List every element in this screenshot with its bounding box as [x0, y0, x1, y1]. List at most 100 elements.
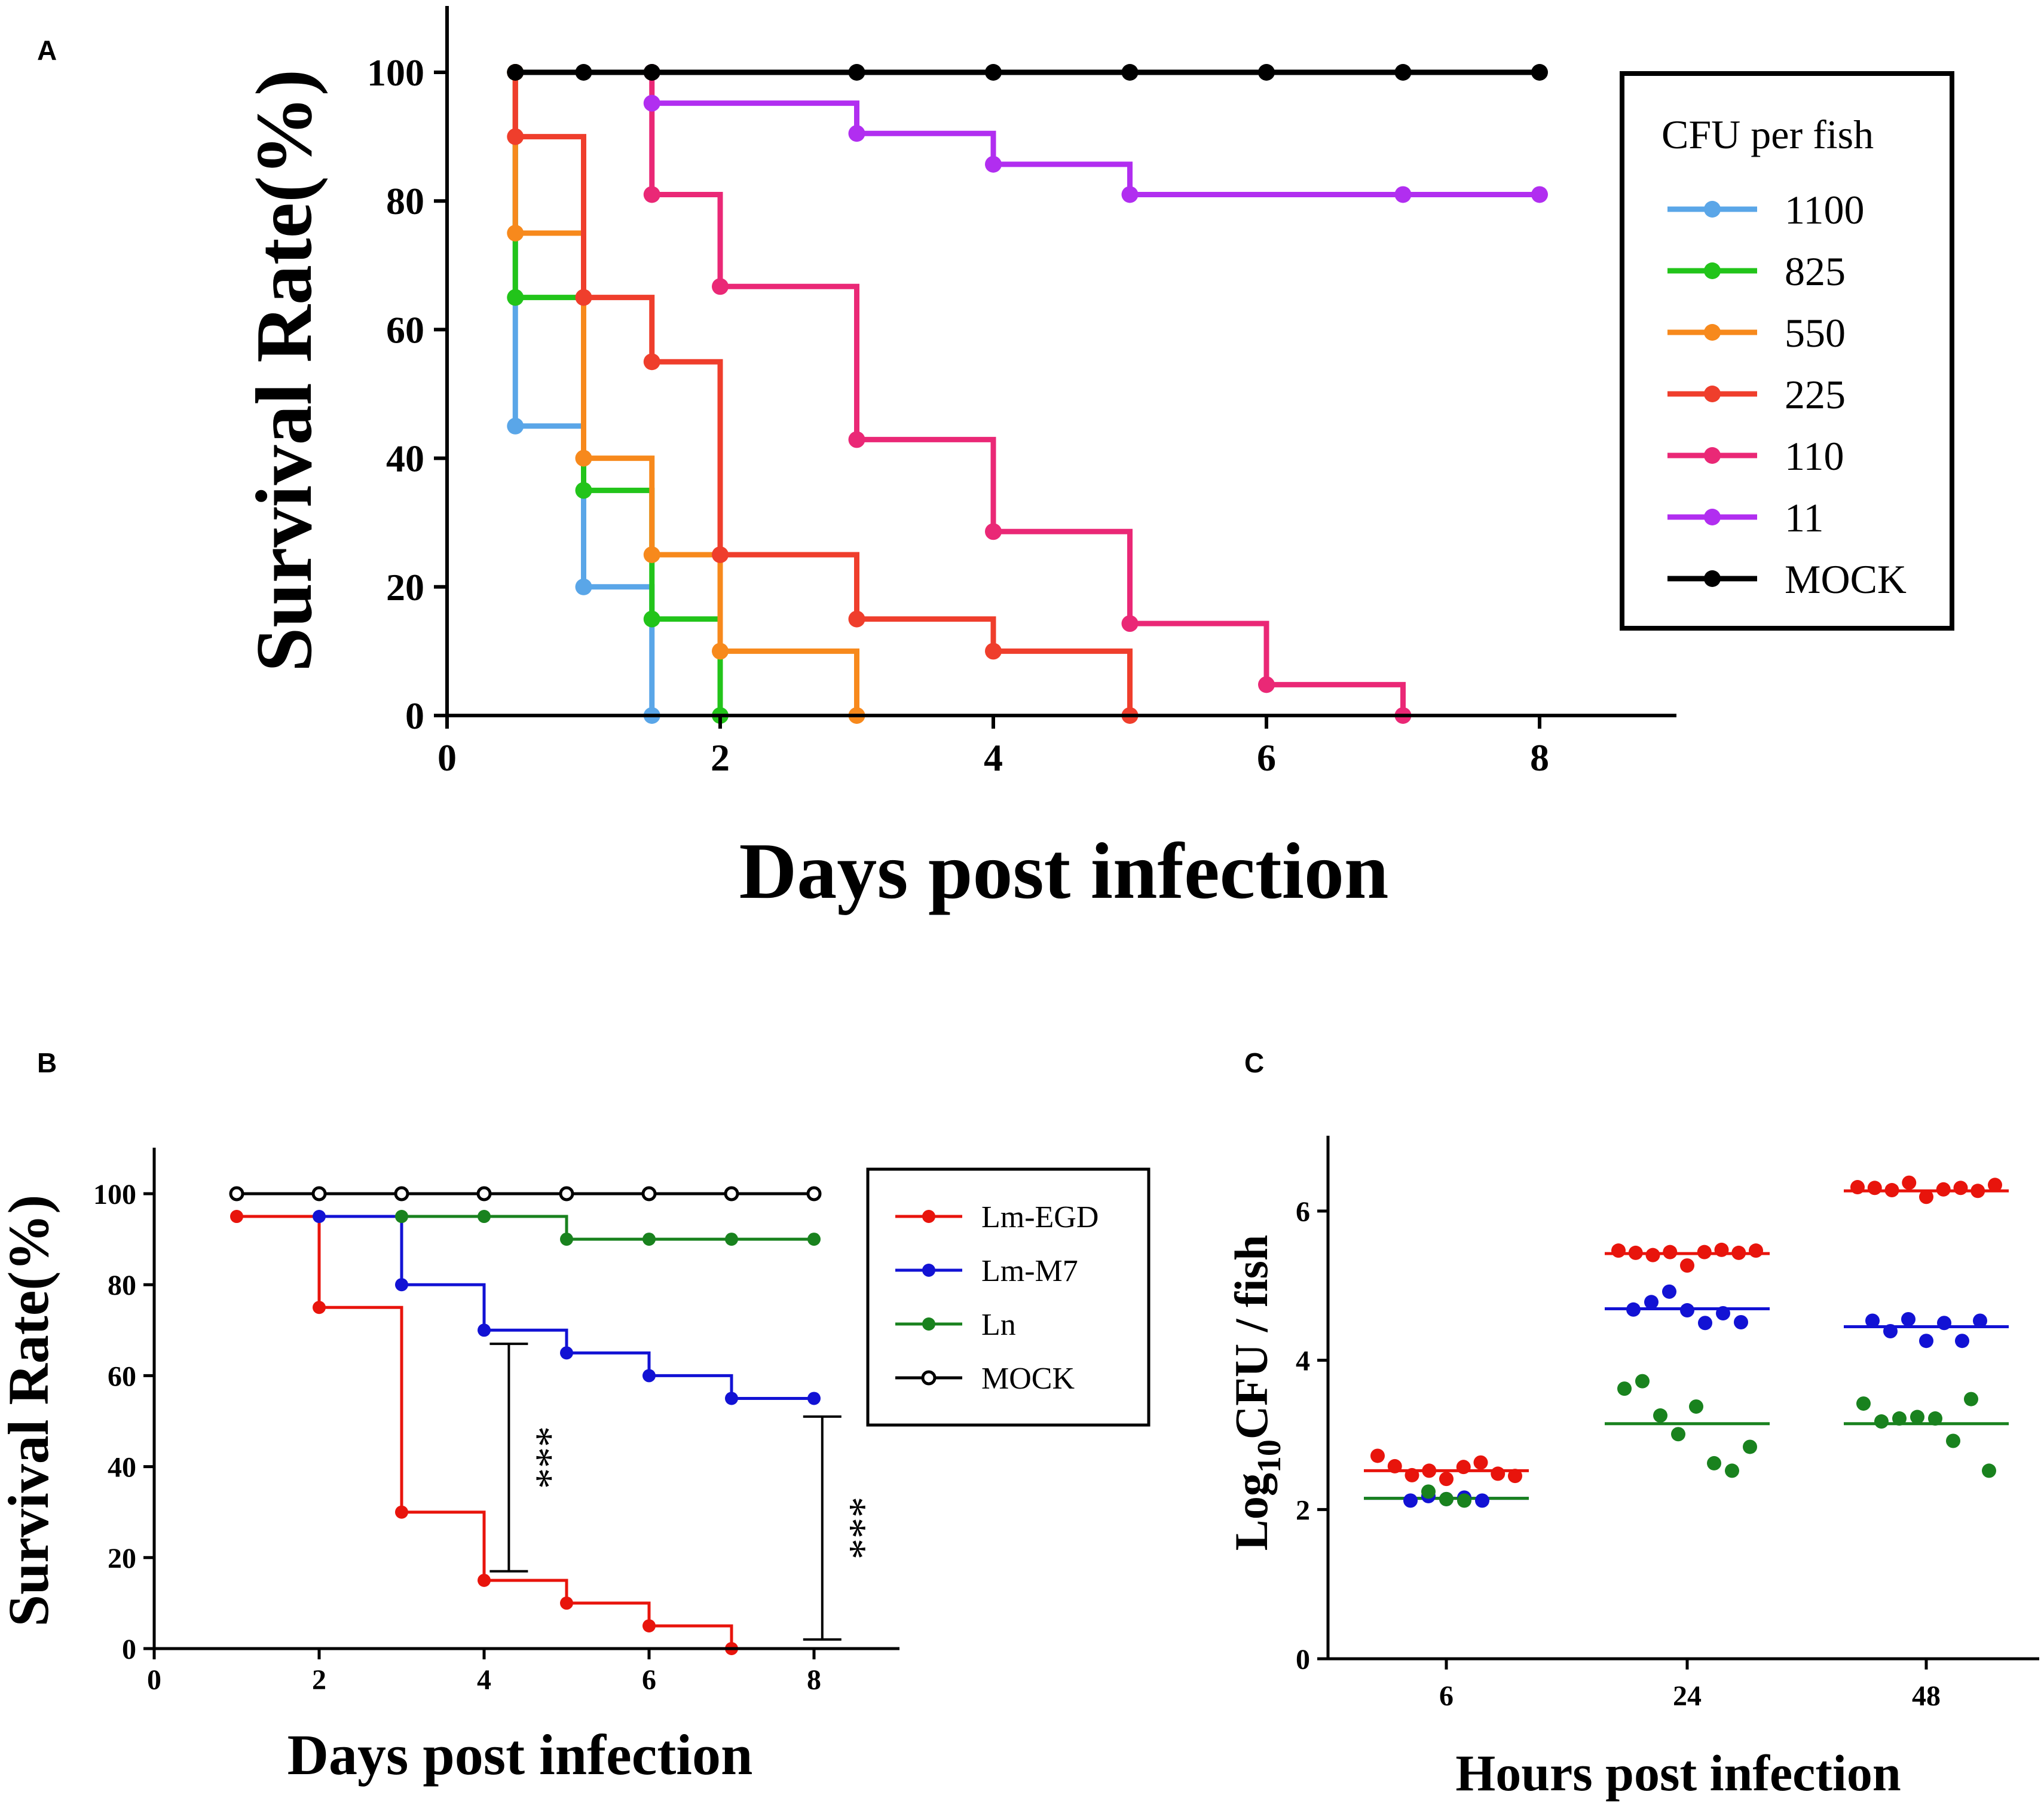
- panel-b-chart: 0 20 40 60 80 100 0 2 4 6 8 Days post infection Surv…: [0, 1148, 1150, 1787]
- data-point-ln: [1856, 1396, 1871, 1411]
- significance-stars: ***: [515, 1426, 561, 1489]
- panel-a-label: A: [37, 35, 57, 66]
- series-line-550: [512, 72, 859, 716]
- legend-label-225: 225: [1785, 372, 1846, 417]
- y-tick-label: 100: [93, 1179, 136, 1210]
- data-point-lm-m7: [395, 1278, 408, 1292]
- data-point-11: [1394, 186, 1412, 203]
- x-axis-label: Days post infection: [739, 827, 1389, 915]
- x-tick-label: 0: [147, 1664, 161, 1696]
- legend-marker-110: [1704, 447, 1721, 464]
- data-point-lm-egd: [1611, 1243, 1626, 1258]
- data-point-lm-egd: [313, 1301, 326, 1314]
- data-point-110: [1258, 676, 1275, 693]
- series-line-11: [651, 100, 1540, 197]
- data-point-ln: [642, 1233, 656, 1246]
- series-line-825: [512, 72, 723, 716]
- data-point-lm-m7: [807, 1392, 821, 1405]
- legend-marker-550: [1704, 324, 1721, 341]
- data-point-mock: [476, 1186, 492, 1201]
- x-tick-label: 4: [477, 1664, 491, 1696]
- data-point-mock: [1121, 64, 1139, 81]
- significance-stars: ***: [828, 1497, 874, 1560]
- data-point-lm-egd: [1473, 1455, 1488, 1470]
- data-point-mock: [641, 1186, 657, 1201]
- data-point-lm-egd: [1491, 1466, 1506, 1481]
- data-point-lm-m7: [1698, 1316, 1712, 1331]
- data-point-825: [575, 482, 592, 499]
- legend-marker-mock: [1704, 570, 1721, 587]
- y-tick-label: 4: [1296, 1346, 1310, 1377]
- legend-marker-lm-m7: [922, 1264, 935, 1277]
- data-point-lm-m7: [1662, 1284, 1676, 1299]
- data-point-ln: [1617, 1381, 1632, 1396]
- data-point-mock: [229, 1186, 244, 1201]
- data-point-225: [712, 546, 729, 563]
- data-point-mock: [1258, 64, 1275, 81]
- data-point-ln: [1653, 1408, 1667, 1423]
- legend-marker-mock: [921, 1370, 937, 1386]
- data-point-lm-m7: [1955, 1334, 1969, 1349]
- data-point-ln: [725, 1233, 738, 1246]
- data-point-mock: [394, 1186, 409, 1201]
- data-point-lm-egd: [1953, 1181, 1968, 1196]
- data-point-lm-egd: [230, 1210, 243, 1224]
- data-point-11: [848, 125, 865, 142]
- data-point-lm-m7: [478, 1323, 491, 1337]
- data-point-ln: [1725, 1463, 1739, 1478]
- legend-marker-ln: [922, 1317, 935, 1331]
- data-point-225: [507, 128, 524, 145]
- x-tick-label: 48: [1912, 1680, 1941, 1712]
- data-point-lm-egd: [1970, 1184, 1985, 1198]
- data-point-ln: [1671, 1427, 1685, 1442]
- data-point-ln: [1946, 1433, 1960, 1448]
- data-point-ln: [560, 1233, 573, 1246]
- data-point-lm-m7: [1883, 1323, 1898, 1338]
- data-point-mock: [1531, 64, 1548, 81]
- data-point-lm-m7: [642, 1369, 656, 1383]
- x-tick-label: 4: [984, 736, 1003, 779]
- legend-marker-825: [1704, 262, 1721, 279]
- data-point-ln: [1707, 1456, 1721, 1470]
- data-point-lm-egd: [478, 1573, 491, 1587]
- data-point-mock: [575, 64, 592, 81]
- data-point-lm-egd: [1850, 1180, 1865, 1195]
- series-line-225: [512, 72, 1133, 716]
- panel-b-label: B: [37, 1047, 57, 1078]
- data-point-mock: [311, 1186, 327, 1201]
- x-tick-label: 0: [437, 736, 457, 779]
- x-tick-label: 6: [1439, 1680, 1454, 1712]
- legend-label-550: 550: [1785, 310, 1846, 356]
- data-point-ln: [1892, 1411, 1907, 1426]
- data-point-lm-m7: [1937, 1316, 1951, 1331]
- data-point-ln: [1910, 1409, 1924, 1424]
- y-tick-label: 80: [108, 1270, 136, 1301]
- data-point-lm-egd: [1697, 1245, 1712, 1259]
- series-line-ln: [402, 1215, 814, 1241]
- data-point-lm-egd: [1680, 1258, 1694, 1273]
- y-tick-label: 0: [1296, 1644, 1310, 1675]
- data-point-lm-m7: [1901, 1312, 1916, 1327]
- data-point-lm-egd: [1422, 1463, 1437, 1478]
- data-point-550: [575, 450, 592, 467]
- y-tick-label: 20: [386, 566, 424, 609]
- data-point-mock: [806, 1186, 822, 1201]
- data-point-ln: [1635, 1374, 1650, 1389]
- data-point-ln: [478, 1210, 491, 1224]
- legend-label-lm-m7: Lm-M7: [981, 1254, 1078, 1288]
- data-point-225: [643, 353, 660, 371]
- panel-a-chart: 0 20 40 60 80 100 0 2 4 6 8 Days post infection Surv…: [240, 6, 1954, 915]
- panel-c-label: C: [1244, 1047, 1264, 1078]
- data-point-mock: [724, 1186, 739, 1201]
- data-point-11: [643, 94, 660, 112]
- legend-marker-lm-egd: [922, 1210, 935, 1223]
- data-point-ln: [395, 1210, 408, 1224]
- x-tick-label: 6: [642, 1664, 656, 1696]
- data-point-lm-egd: [1988, 1178, 2002, 1193]
- data-point-mock: [559, 1186, 574, 1201]
- data-point-lm-m7: [1716, 1306, 1730, 1321]
- data-point-lm-m7: [1403, 1493, 1418, 1508]
- data-point-lm-egd: [1749, 1243, 1763, 1258]
- legend-box: [866, 1167, 1150, 1427]
